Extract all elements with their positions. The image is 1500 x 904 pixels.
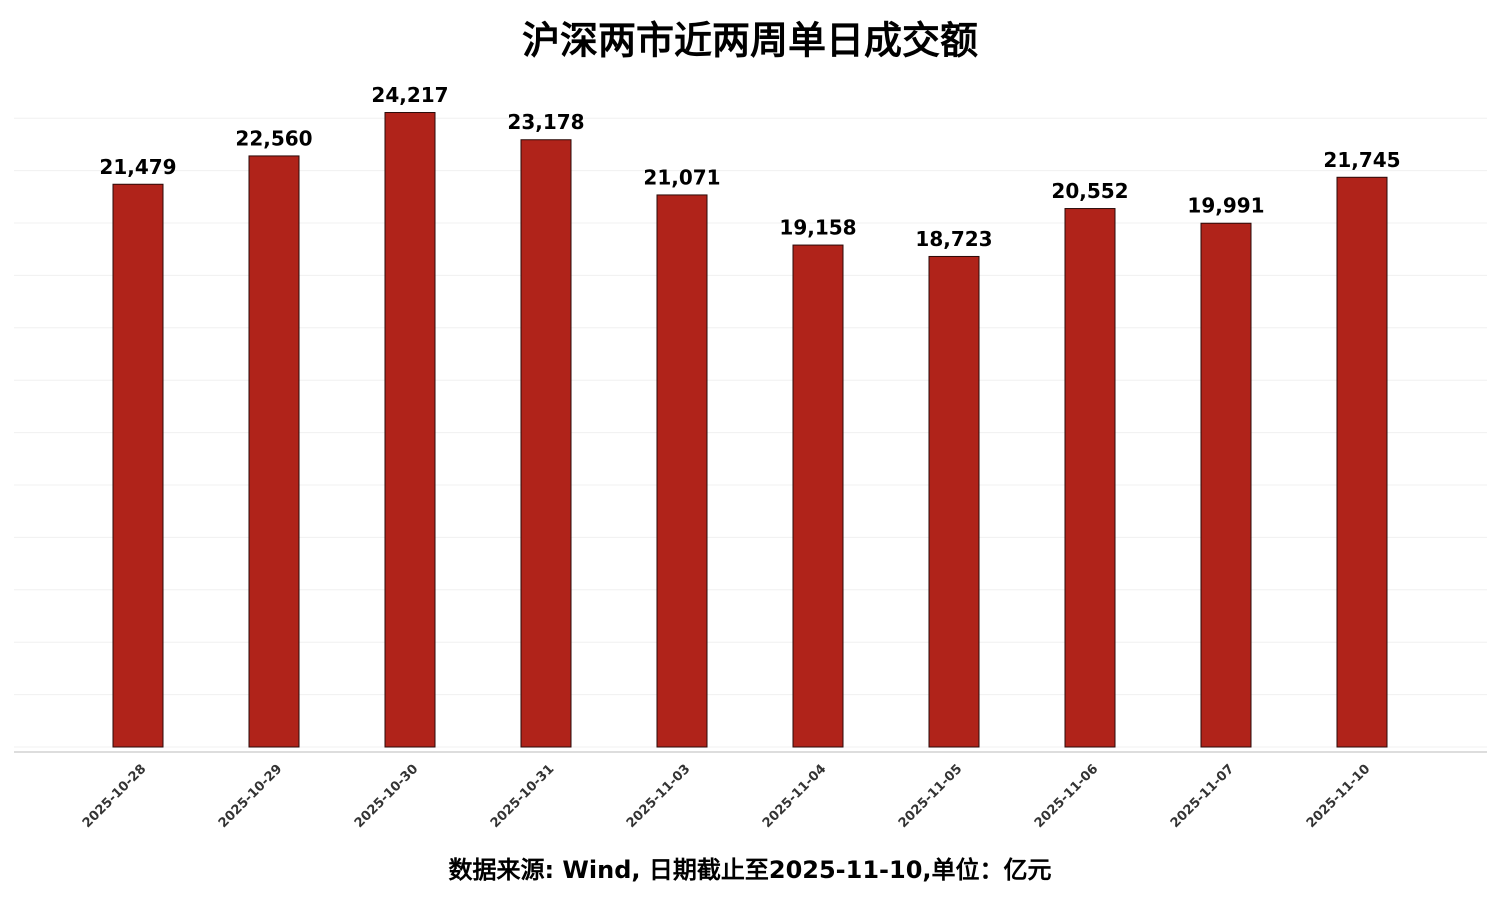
chart-title: 沪深两市近两周单日成交额 [522, 19, 978, 63]
bar [384, 112, 436, 748]
x-tick-label: 2025-11-07 [1168, 762, 1237, 831]
value-label: 19,991 [1187, 194, 1264, 218]
value-label: 24,217 [371, 83, 448, 107]
bar [1064, 208, 1116, 748]
caption: 数据来源: Wind, 日期截止至2025-11-10,单位：亿元 [448, 856, 1051, 884]
value-label: 20,552 [1051, 179, 1128, 203]
value-label: 22,560 [235, 126, 312, 150]
bar [656, 194, 708, 748]
x-tick-label: 2025-10-28 [80, 762, 149, 831]
x-tick-label: 2025-11-06 [1032, 762, 1101, 831]
value-label: 21,479 [99, 155, 176, 179]
x-tick-label: 2025-11-10 [1304, 762, 1373, 831]
bar [520, 139, 572, 748]
value-label: 21,745 [1323, 148, 1400, 172]
x-tick-label: 2025-10-29 [216, 762, 285, 831]
bar [112, 183, 164, 748]
value-label: 23,178 [507, 110, 584, 134]
bar [928, 255, 980, 748]
x-tick-label: 2025-11-04 [760, 762, 829, 831]
value-label: 18,723 [915, 227, 992, 251]
x-tick-label: 2025-10-30 [352, 762, 421, 831]
value-label: 19,158 [779, 216, 856, 240]
x-tick-label: 2025-11-05 [896, 762, 965, 831]
bar [1336, 176, 1388, 748]
bar [792, 244, 844, 748]
bar [1200, 222, 1252, 748]
x-tick-label: 2025-10-31 [488, 762, 557, 831]
bar [248, 155, 300, 748]
x-tick-label: 2025-11-03 [624, 762, 693, 831]
value-label: 21,071 [643, 165, 720, 189]
